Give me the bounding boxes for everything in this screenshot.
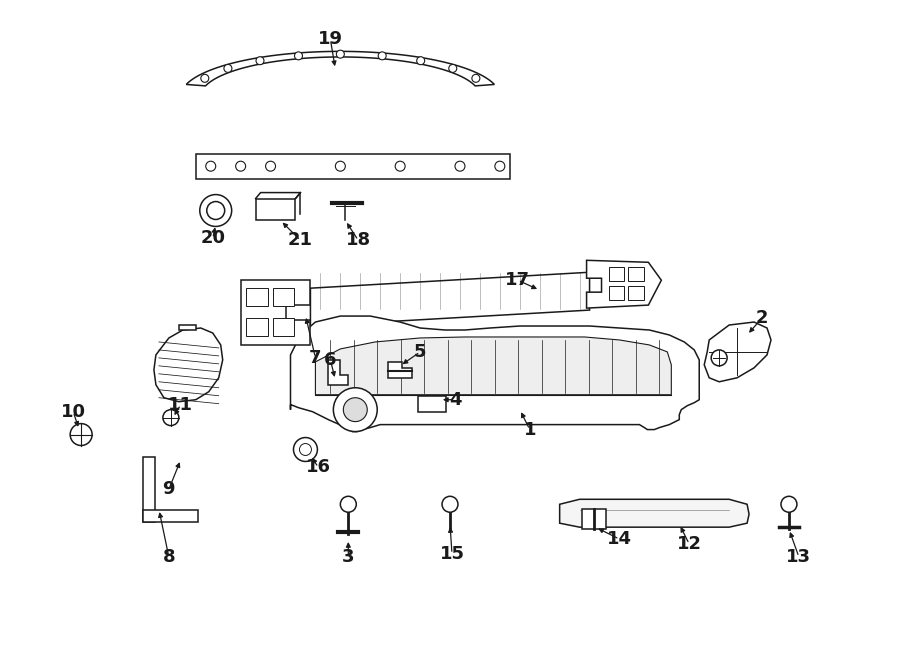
Bar [581, 509, 606, 529]
Bar [628, 267, 644, 281]
Bar [628, 286, 644, 300]
Circle shape [294, 52, 302, 59]
Circle shape [163, 410, 179, 426]
Polygon shape [310, 272, 590, 326]
Circle shape [343, 398, 367, 422]
Text: 20: 20 [200, 229, 225, 247]
Text: 10: 10 [60, 403, 86, 420]
Text: 17: 17 [505, 271, 530, 290]
Polygon shape [179, 325, 196, 330]
Bar [143, 457, 155, 522]
Text: 9: 9 [163, 481, 176, 498]
Bar [418, 396, 446, 412]
Circle shape [201, 74, 209, 83]
Text: 8: 8 [163, 548, 176, 566]
Polygon shape [704, 322, 771, 382]
Circle shape [781, 496, 797, 512]
Polygon shape [388, 362, 412, 378]
Text: 6: 6 [324, 351, 337, 369]
Circle shape [417, 57, 425, 65]
Bar [273, 288, 294, 306]
Circle shape [200, 194, 231, 227]
Polygon shape [587, 260, 662, 308]
Circle shape [206, 161, 216, 171]
Text: 14: 14 [607, 530, 632, 548]
Polygon shape [328, 360, 348, 385]
Circle shape [236, 161, 246, 171]
Text: 19: 19 [318, 30, 343, 48]
Circle shape [340, 496, 356, 512]
Circle shape [207, 202, 225, 219]
Circle shape [336, 161, 346, 171]
Bar [273, 318, 294, 336]
Circle shape [70, 424, 92, 446]
Text: 1: 1 [524, 420, 536, 439]
Bar [143, 510, 198, 522]
Circle shape [266, 161, 275, 171]
Circle shape [711, 350, 727, 366]
Circle shape [333, 388, 377, 432]
Circle shape [495, 161, 505, 171]
Circle shape [442, 496, 458, 512]
Circle shape [256, 57, 264, 65]
Polygon shape [291, 316, 699, 432]
Bar [256, 198, 295, 221]
Circle shape [224, 64, 232, 73]
Text: 16: 16 [306, 459, 331, 477]
Text: 11: 11 [168, 396, 194, 414]
Polygon shape [560, 499, 749, 527]
Circle shape [337, 50, 345, 58]
Bar [246, 318, 267, 336]
Text: 21: 21 [288, 231, 313, 249]
Circle shape [449, 64, 457, 73]
Bar [608, 267, 625, 281]
Polygon shape [186, 52, 494, 86]
Text: 2: 2 [756, 309, 769, 327]
Text: 15: 15 [439, 545, 464, 563]
Bar [608, 286, 625, 300]
Text: 3: 3 [342, 548, 355, 566]
Circle shape [378, 52, 386, 59]
Circle shape [395, 161, 405, 171]
Circle shape [455, 161, 465, 171]
Bar [246, 288, 267, 306]
Bar [196, 154, 509, 178]
Text: 12: 12 [677, 535, 702, 553]
Circle shape [293, 438, 318, 461]
Polygon shape [315, 337, 671, 395]
Text: 5: 5 [414, 343, 427, 361]
Circle shape [472, 74, 480, 83]
Polygon shape [154, 328, 222, 402]
Text: 7: 7 [310, 349, 321, 367]
Text: 4: 4 [449, 391, 461, 408]
Text: 13: 13 [787, 548, 812, 566]
Circle shape [300, 444, 311, 455]
Text: 18: 18 [346, 231, 371, 249]
Polygon shape [240, 280, 310, 345]
